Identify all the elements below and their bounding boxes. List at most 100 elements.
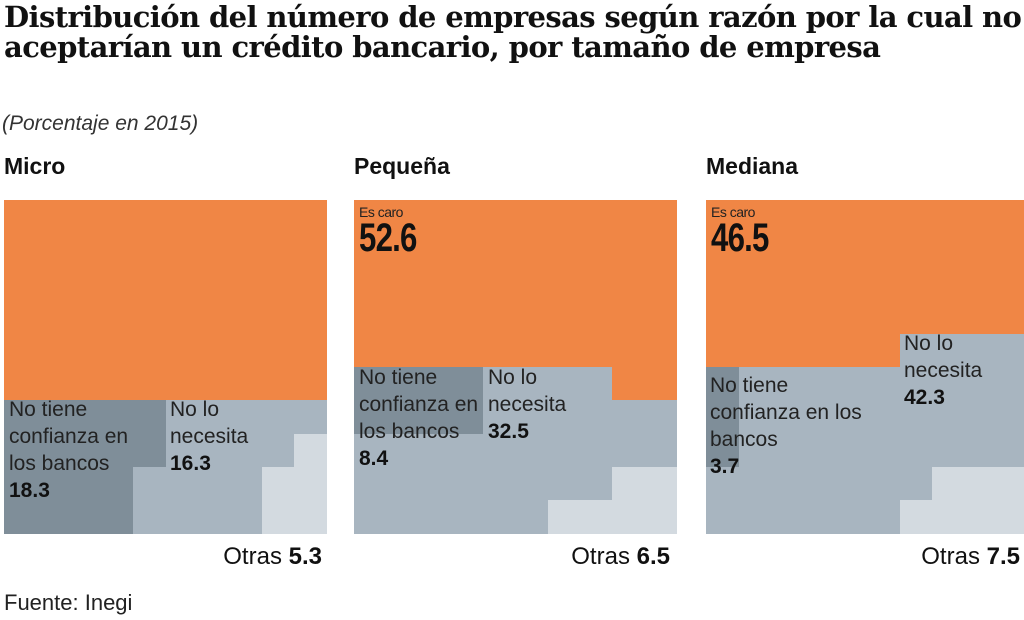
- cell-es-caro: [261, 366, 295, 401]
- cell-necesita: [802, 499, 836, 534]
- cell-es-caro: [197, 333, 230, 368]
- cell-es-caro: [293, 299, 327, 334]
- cell-es-caro: [261, 299, 295, 334]
- cell-es-caro: [515, 299, 548, 334]
- cell-necesita: [132, 499, 166, 534]
- cell-es-caro: [386, 299, 419, 334]
- cell-es-caro: [547, 333, 580, 368]
- cell-es-caro: [418, 233, 452, 268]
- cell-es-caro: [611, 366, 645, 401]
- cell-necesita: [165, 399, 198, 434]
- cell-es-caro: [4, 366, 37, 401]
- cell-es-caro: [867, 266, 900, 301]
- cell-es-caro: [293, 333, 327, 368]
- cell-es-caro: [963, 266, 997, 301]
- cell-necesita: [770, 499, 804, 534]
- cell-necesita: [515, 399, 548, 434]
- cell-es-caro: [611, 333, 645, 368]
- cell-es-caro: [68, 366, 102, 401]
- cell-es-caro: [100, 266, 134, 301]
- cell-necesita: [834, 466, 868, 501]
- cell-confianza: [100, 433, 134, 467]
- label-necesita: No lo necesita 42.3: [904, 332, 983, 409]
- cell-necesita: [643, 399, 677, 434]
- cell-es-caro: [165, 333, 198, 368]
- cell-necesita: [899, 366, 932, 401]
- cell-es-caro: [68, 233, 102, 268]
- cell-es-caro: [738, 333, 771, 368]
- cell-confianza: [386, 399, 419, 434]
- cell-es-caro: [4, 333, 37, 368]
- cell-es-caro: [770, 200, 804, 234]
- cell-otras: [293, 433, 327, 467]
- cell-necesita: [738, 499, 771, 534]
- cell-es-caro: [611, 299, 645, 334]
- cell-es-caro: [293, 366, 327, 401]
- cell-es-caro: [899, 266, 932, 301]
- cell-necesita: [165, 433, 198, 467]
- cell-es-caro: [706, 266, 739, 301]
- cell-es-caro: [68, 333, 102, 368]
- cell-confianza: [4, 466, 37, 501]
- cell-es-caro: [293, 266, 327, 301]
- waffle-pequena: Es caro 52.6 No tiene confianza en los ba…: [354, 200, 677, 534]
- cell-es-caro: [643, 200, 677, 234]
- cell-necesita: [611, 433, 645, 467]
- waffle-micro: No tiene confianza en los bancos 18.3 No …: [4, 200, 327, 534]
- cell-es-caro: [515, 233, 548, 268]
- cell-es-caro: [547, 299, 580, 334]
- cell-es-caro: [643, 299, 677, 334]
- cell-es-caro: [36, 266, 69, 301]
- cell-es-caro: [867, 299, 900, 334]
- cell-necesita: [770, 366, 804, 401]
- source-note: Fuente: Inegi: [4, 590, 133, 615]
- cell-es-caro: [867, 333, 900, 368]
- cell-necesita: [867, 499, 900, 534]
- cell-es-caro: [611, 266, 645, 301]
- cell-es-caro: [165, 366, 198, 401]
- cell-otras: [963, 466, 997, 501]
- cell-es-caro: [386, 333, 419, 368]
- cell-es-caro: [547, 233, 580, 268]
- cell-necesita: [482, 366, 516, 401]
- cell-necesita: [450, 499, 484, 534]
- chart-title: Distribución del número de empresas segú…: [4, 0, 1022, 64]
- cell-necesita: [418, 433, 452, 467]
- cell-es-caro: [738, 266, 771, 301]
- cell-es-caro: [547, 200, 580, 234]
- cell-es-caro: [229, 266, 263, 301]
- cell-confianza: [36, 499, 69, 534]
- cell-es-caro: [354, 200, 387, 234]
- cell-es-caro: [132, 233, 166, 268]
- cell-es-caro: [450, 299, 484, 334]
- cell-necesita: [834, 499, 868, 534]
- cell-es-caro: [738, 233, 771, 268]
- cell-confianza: [4, 433, 37, 467]
- cell-es-caro: [293, 200, 327, 234]
- cell-necesita: [867, 366, 900, 401]
- cell-necesita: [738, 433, 771, 467]
- cell-necesita: [386, 499, 419, 534]
- cell-es-caro: [100, 333, 134, 368]
- cell-es-caro: [515, 200, 548, 234]
- cell-confianza: [354, 399, 387, 434]
- cell-necesita: [802, 433, 836, 467]
- cell-otras: [963, 499, 997, 534]
- cell-es-caro: [261, 200, 295, 234]
- cell-es-caro: [482, 299, 516, 334]
- cell-es-caro: [931, 266, 965, 301]
- cell-es-caro: [354, 266, 387, 301]
- cell-es-caro: [706, 299, 739, 334]
- cell-es-caro: [4, 200, 37, 234]
- panel-title-pequena: Pequeña: [354, 153, 450, 179]
- cell-es-caro: [68, 200, 102, 234]
- cell-es-caro: [643, 233, 677, 268]
- cell-es-caro: [132, 366, 166, 401]
- label-confianza: No tiene confianza en los bancos 3.7: [710, 374, 862, 478]
- cell-es-caro: [899, 299, 932, 334]
- cell-confianza: [100, 499, 134, 534]
- cell-necesita: [482, 466, 516, 501]
- cell-es-caro: [963, 299, 997, 334]
- cell-es-caro: [995, 266, 1024, 301]
- cell-necesita: [293, 399, 327, 434]
